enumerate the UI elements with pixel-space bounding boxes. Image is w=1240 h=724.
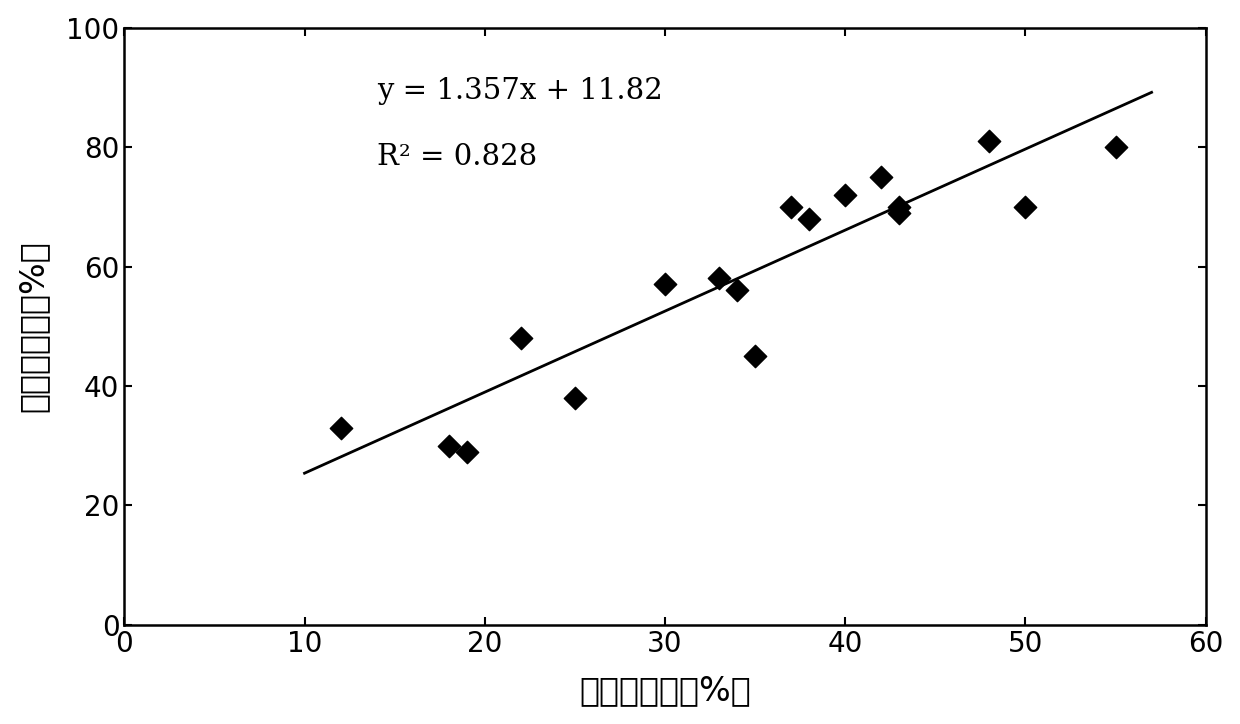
Point (709, 273, 729, 285)
Point (889, 201, 909, 213)
Point (727, 285, 746, 296)
Point (872, 171, 892, 182)
Point (511, 332, 531, 344)
X-axis label: 穿纸发芽率（%）: 穿纸发芽率（%） (579, 674, 751, 707)
Point (456, 446, 476, 458)
Point (781, 201, 801, 213)
Text: R² = 0.828: R² = 0.828 (377, 143, 537, 171)
Text: y = 1.357x + 11.82: y = 1.357x + 11.82 (377, 77, 662, 105)
Point (1106, 141, 1126, 153)
Point (439, 440, 459, 452)
Point (980, 135, 999, 147)
Point (565, 392, 585, 404)
Point (889, 207, 909, 219)
Y-axis label: 田间出苗率（%）: 田间出苗率（%） (16, 240, 50, 412)
Point (745, 350, 765, 362)
Point (800, 213, 820, 224)
Point (836, 189, 856, 201)
Point (655, 279, 675, 290)
Point (1016, 201, 1035, 213)
Point (331, 422, 351, 434)
